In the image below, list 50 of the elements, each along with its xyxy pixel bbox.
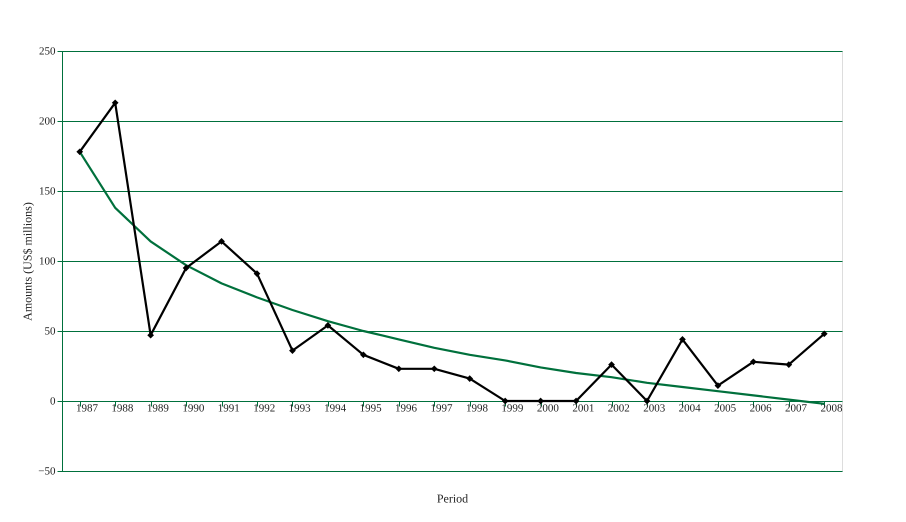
x-tick-label: 2003 [643, 402, 666, 414]
x-tick-label: 1994 [324, 402, 347, 414]
x-tick-label: 1998 [466, 402, 488, 414]
x-tick-label: 2008 [820, 402, 843, 414]
x-tick-label: 2007 [785, 402, 808, 414]
point [254, 270, 260, 277]
y-tick-label: −50 [38, 466, 56, 478]
point [324, 322, 332, 329]
x-tick-label: 1997 [430, 402, 453, 414]
x-tick-label: 2000 [536, 402, 560, 414]
x-tick-label: 1987 [76, 402, 98, 414]
point [218, 238, 225, 245]
x-tick-label: 2001 [572, 402, 594, 414]
x-tick-label: 1996 [395, 402, 418, 414]
y-tick-label: 50 [44, 326, 56, 338]
point [750, 358, 757, 366]
point [714, 382, 722, 389]
y-tick-label: 150 [39, 186, 56, 198]
x-tick-label: 2004 [678, 402, 702, 414]
x-tick-label: 2006 [750, 402, 772, 414]
x-tick-label: 1989 [146, 402, 170, 414]
y-tick-label: 250 [39, 46, 56, 58]
point [785, 361, 792, 368]
point [430, 365, 438, 372]
x-tick-label: 1999 [501, 402, 524, 414]
x-tick-label: 1992 [253, 402, 276, 414]
x-tick-label: 1995 [360, 402, 382, 414]
y-tick-label: 0 [50, 396, 56, 408]
x-tick-label: 1991 [218, 402, 240, 414]
x-tick-label: 2005 [714, 402, 737, 414]
point [679, 336, 686, 343]
x-tick-label: 1990 [182, 402, 205, 414]
point [644, 398, 650, 404]
point [608, 361, 615, 368]
x-tick-label: 1988 [111, 402, 134, 414]
point [76, 148, 84, 156]
point [466, 375, 474, 382]
y-axis-title: Amounts (US$ millions) [20, 202, 34, 321]
point [537, 398, 544, 404]
point [182, 264, 190, 272]
x-tick-label: 1993 [288, 402, 312, 414]
y-tick-label: 200 [39, 116, 56, 128]
y-tick-label: 100 [39, 256, 56, 268]
point [360, 351, 367, 358]
x-tick-label: 2002 [608, 402, 630, 414]
point [820, 330, 828, 338]
point [572, 398, 580, 404]
point [289, 347, 296, 354]
x-axis-title: Period [436, 492, 468, 506]
point [395, 365, 402, 372]
